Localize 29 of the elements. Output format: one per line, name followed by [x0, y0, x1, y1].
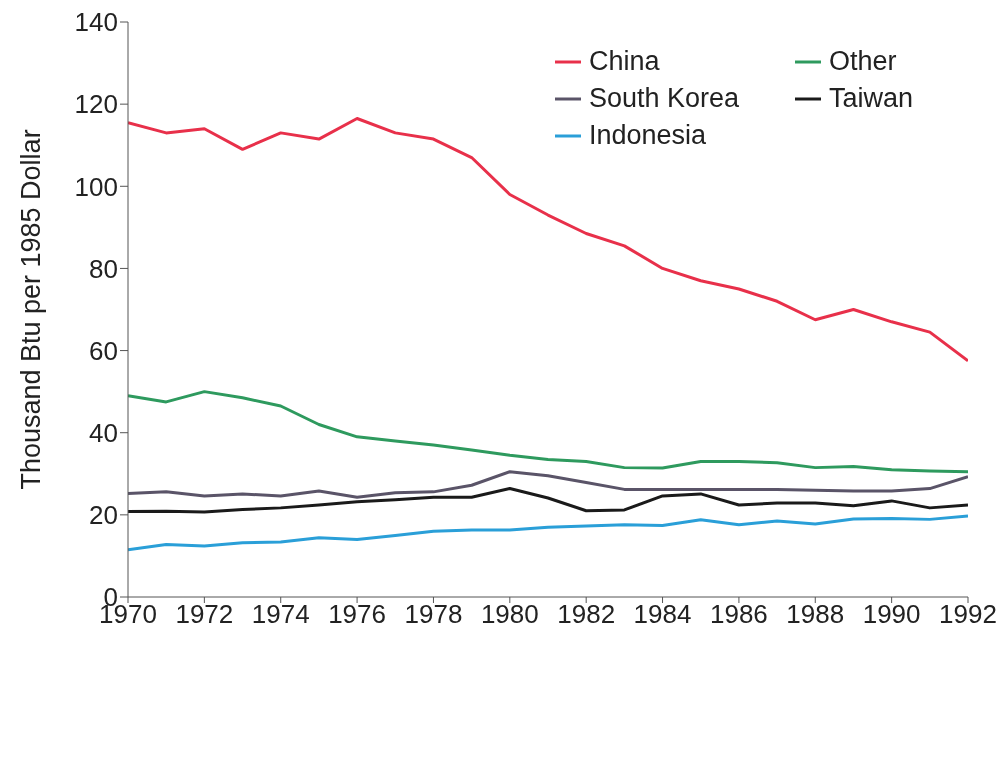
line-series — [128, 514, 968, 552]
legend-label: Taiwan — [829, 83, 914, 114]
y-axis-title: Thousand Btu per 1985 Dollar — [15, 129, 46, 490]
y-tick-label: 80 — [89, 253, 118, 284]
x-tick-label: 1980 — [480, 599, 539, 630]
line-series — [128, 117, 968, 363]
x-tick-label: 1978 — [404, 599, 463, 630]
x-tick-label: 1990 — [862, 599, 921, 630]
legend-label: Indonesia — [589, 120, 707, 151]
y-tick-label: 100 — [74, 171, 118, 202]
x-tick-label: 1982 — [557, 599, 616, 630]
x-tick-label: 1992 — [939, 599, 997, 630]
line-series — [128, 390, 968, 474]
x-tick-label: 1976 — [328, 599, 387, 630]
legend-label: Other — [829, 46, 897, 77]
y-tick-label: 120 — [74, 89, 118, 120]
y-tick-label: 40 — [89, 417, 118, 448]
x-tick-label: 1972 — [175, 599, 234, 630]
legend-label: China — [589, 46, 660, 77]
y-tick-label: 20 — [89, 500, 118, 531]
x-tick-label: 1986 — [709, 599, 768, 630]
y-tick-label: 60 — [89, 335, 118, 366]
line-series — [128, 470, 968, 499]
x-tick-label: 1988 — [786, 599, 845, 630]
line-series — [128, 487, 968, 514]
y-tick-label: 140 — [74, 7, 118, 38]
legend-label: South Korea — [589, 83, 740, 114]
x-tick-label: 1984 — [633, 599, 692, 630]
x-tick-label: 1974 — [251, 599, 310, 630]
